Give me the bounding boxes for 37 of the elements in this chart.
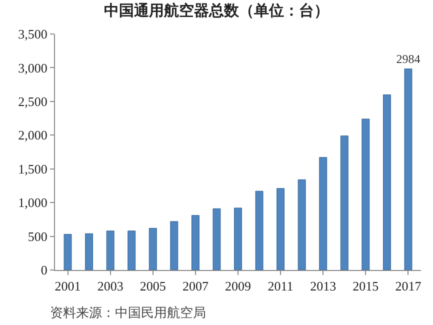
bar	[64, 234, 72, 270]
bar	[255, 190, 264, 270]
y-tick-label: 1,000	[18, 195, 48, 210]
x-tick-label: 2003	[97, 278, 124, 294]
bar	[404, 68, 412, 270]
y-tick-label: 3,500	[18, 26, 48, 42]
x-tick-label: 2001	[54, 278, 81, 294]
bar	[191, 215, 200, 270]
x-tick-label: 2011	[268, 278, 294, 294]
chart-title: 中国通用航空器总数（单位：台）	[104, 1, 329, 20]
y-tick-label: 1,500	[18, 161, 48, 176]
x-tick-label: 2017	[395, 278, 422, 294]
bar	[298, 179, 306, 270]
y-tick-label: 0	[40, 262, 48, 278]
bar	[340, 136, 348, 270]
y-tick-label: 2,000	[18, 128, 48, 143]
y-tick-label: 2,500	[18, 94, 48, 109]
bar	[382, 94, 391, 270]
x-tick-label: 2005	[140, 278, 166, 294]
bar	[276, 188, 285, 270]
bar	[106, 230, 114, 270]
text: 资料来源：中国民用航空局	[50, 305, 206, 320]
bar	[362, 118, 370, 270]
bar	[85, 233, 94, 270]
bar	[170, 221, 178, 270]
data-label: 2984	[396, 52, 420, 66]
y-tick-label: 3,000	[18, 60, 48, 76]
x-tick-label: 2007	[182, 278, 209, 294]
x-tick-label: 2009	[225, 278, 251, 294]
x-tick-label: 2015	[352, 278, 379, 294]
bar	[319, 157, 328, 270]
y-tick-label: 500	[28, 228, 48, 244]
bar	[128, 230, 136, 270]
x-tick-label: 2013	[310, 278, 336, 294]
bar	[212, 208, 221, 270]
bar	[234, 208, 242, 270]
bar	[148, 228, 157, 270]
